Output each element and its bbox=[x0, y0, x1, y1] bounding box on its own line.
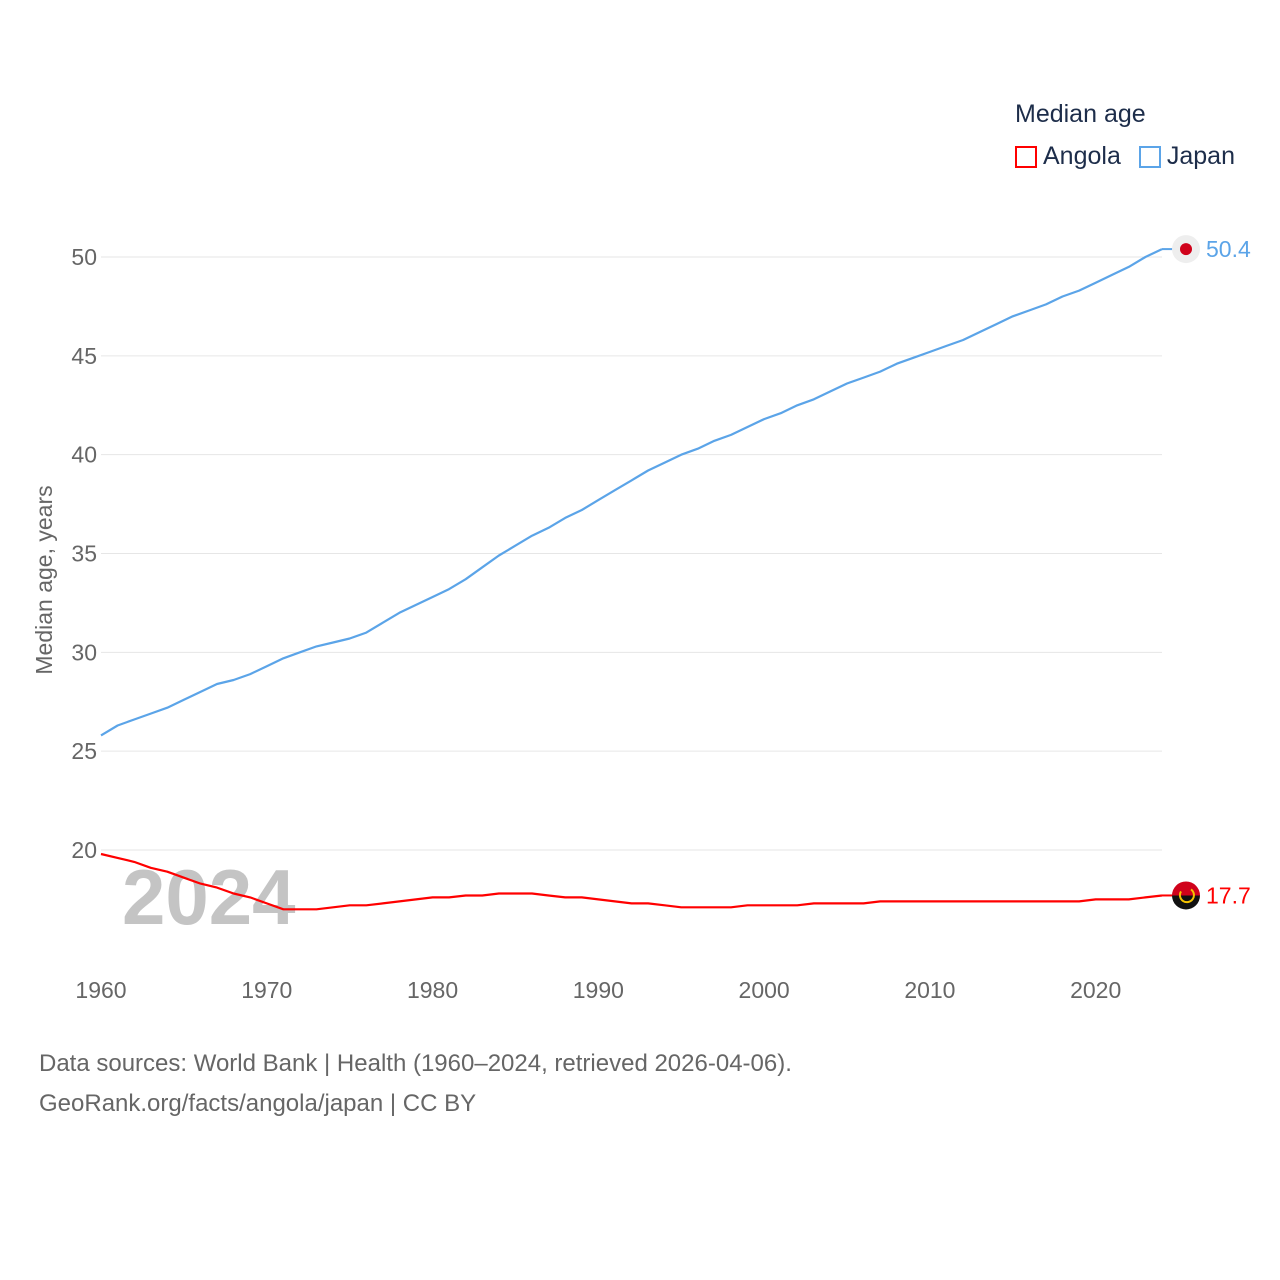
x-tick-label: 1990 bbox=[573, 977, 624, 1003]
y-tick-label: 20 bbox=[71, 837, 97, 863]
legend-label: Angola bbox=[1043, 142, 1121, 170]
x-tick-label: 2000 bbox=[739, 977, 790, 1003]
x-tick-label: 1980 bbox=[407, 977, 458, 1003]
y-tick-label: 50 bbox=[71, 244, 97, 270]
x-tick-label: 2010 bbox=[904, 977, 955, 1003]
y-tick-label: 40 bbox=[71, 442, 97, 468]
x-tick-label: 1960 bbox=[75, 977, 126, 1003]
angola-emblem bbox=[1178, 888, 1195, 904]
x-tick-label: 1970 bbox=[241, 977, 292, 1003]
series-line-japan bbox=[100, 248, 1163, 737]
data-source: Data sources: World Bank | Health (1960–… bbox=[39, 1050, 792, 1077]
y-axis-label: Median age, years bbox=[31, 485, 57, 674]
legend-item-japan[interactable]: Japan bbox=[1138, 142, 1235, 171]
legend-label: Japan bbox=[1166, 142, 1235, 170]
series-line-angola bbox=[100, 852, 1163, 911]
angola-swatch bbox=[1015, 145, 1037, 168]
source-link[interactable]: GeoRank.org/facts/angola/japan | CC BY bbox=[39, 1090, 477, 1117]
y-tick-label: 45 bbox=[71, 343, 97, 369]
japan-flag-sun bbox=[1180, 243, 1192, 256]
y-tick-label: 25 bbox=[71, 738, 97, 764]
legend-item-angola[interactable]: Angola bbox=[1015, 142, 1121, 171]
y-tick-label: 35 bbox=[71, 541, 97, 567]
end-value-label: 17.7 bbox=[1206, 882, 1251, 908]
legend-title: Median age bbox=[1015, 100, 1146, 128]
legend: Angola Japan bbox=[1015, 142, 1235, 171]
footer: Data sources: World Bank | Health (1960–… bbox=[39, 1044, 792, 1124]
angola-flag-icon bbox=[1172, 881, 1200, 896]
y-tick-label: 30 bbox=[71, 639, 97, 665]
end-value-label: 50.4 bbox=[1206, 236, 1251, 262]
japan-swatch bbox=[1138, 145, 1161, 168]
x-tick-label: 2020 bbox=[1070, 977, 1121, 1003]
